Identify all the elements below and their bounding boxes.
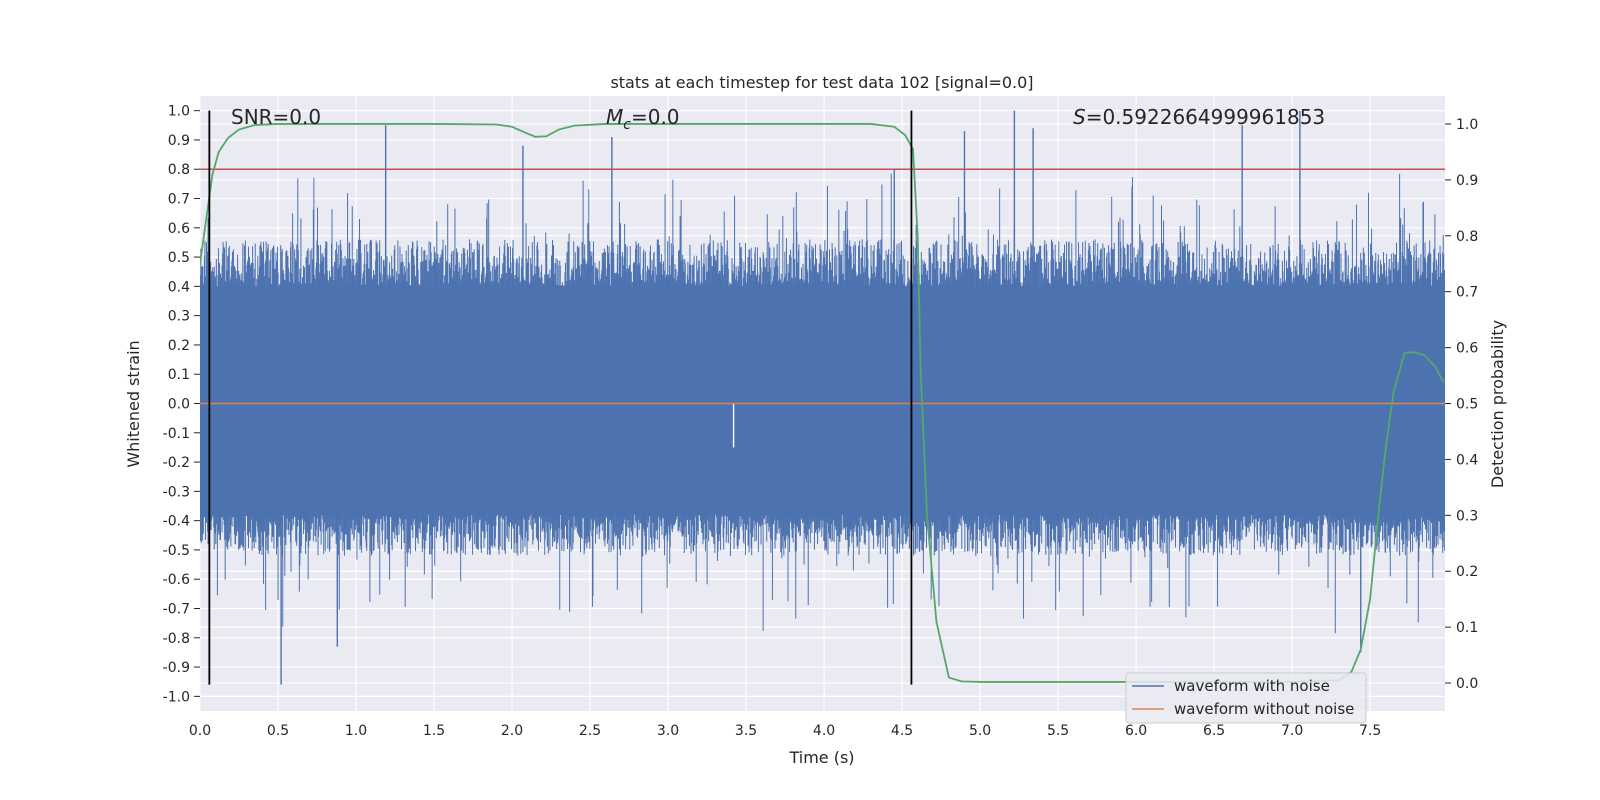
- y-tick-label: -0.3: [163, 484, 190, 500]
- legend-label-clean: waveform without noise: [1174, 700, 1354, 718]
- x-tick-label: 6.5: [1203, 723, 1225, 739]
- y-axis-label: Whitened strain: [124, 340, 143, 467]
- y-tick-label-right: 0.8: [1456, 229, 1478, 245]
- x-tick-label: 0.0: [189, 723, 211, 739]
- y-tick-label: -0.2: [163, 455, 190, 471]
- x-tick-label: 3.5: [735, 723, 757, 739]
- y-tick-label: -1.0: [163, 689, 190, 705]
- chirp-mass-annotation: Mc=0.0: [606, 105, 680, 133]
- snr-annotation: SNR=0.0: [231, 105, 321, 129]
- y-tick-label-right: 0.5: [1456, 397, 1478, 413]
- noisy-waveform-core: [200, 301, 1445, 501]
- x-tick-label: 4.5: [891, 723, 913, 739]
- y-tick-label-right: 0.2: [1456, 564, 1478, 580]
- y-tick-label: -0.7: [163, 602, 190, 618]
- x-tick-label: 3.0: [657, 723, 679, 739]
- chart-title: stats at each timestep for test data 102…: [610, 73, 1033, 92]
- score-annotation: S=0.5922664999961853: [1073, 105, 1325, 129]
- x-tick-label: 7.0: [1281, 723, 1303, 739]
- legend-box: [1125, 672, 1367, 724]
- y-tick-label: 0.8: [168, 162, 190, 178]
- x-tick-label: 2.0: [501, 723, 523, 739]
- y-tick-label: 0.0: [168, 397, 190, 413]
- y-tick-label: 0.9: [168, 133, 190, 149]
- chirp-mass-subscript: c: [623, 117, 631, 133]
- y-tick-label-right: 0.1: [1456, 620, 1478, 636]
- y-tick-label-right: 0.3: [1456, 508, 1478, 524]
- score-value: =0.5922664999961853: [1086, 105, 1325, 129]
- y-tick-label: -0.1: [163, 426, 190, 442]
- y-tick-label: 0.3: [168, 309, 190, 325]
- x-axis-label: Time (s): [788, 748, 854, 767]
- vertical-markers: [208, 110, 913, 685]
- x-tick-label: 0.5: [267, 723, 289, 739]
- y-tick-label: 0.5: [168, 250, 190, 266]
- y-tick-label: 0.7: [168, 192, 190, 208]
- x-tick-label: 1.5: [423, 723, 445, 739]
- y-tick-label-right: 1.0: [1456, 117, 1478, 133]
- y-tick-label: 0.6: [168, 221, 190, 237]
- y-tick-label: 1.0: [168, 104, 190, 120]
- y-tick-label-right: 0.4: [1456, 452, 1478, 468]
- y-ticks-right: 1.0 0.9 0.8 0.7 0.6 0.5 0.4 0.3 0.2 0.1 0.0: [1445, 117, 1478, 692]
- score-symbol: S: [1073, 105, 1086, 129]
- noisy-waveform-series: [200, 110, 1445, 685]
- x-tick-label: 6.0: [1125, 723, 1147, 739]
- y-tick-label-right: 0.9: [1456, 173, 1478, 189]
- y-ticks-left: 1.0 0.9 0.8 0.7 0.6 0.5 0.4 0.3 0.2 0.1 0.0 -0.1 -0.…: [163, 104, 200, 705]
- x-tick-label: 2.5: [579, 723, 601, 739]
- y-tick-label-right: 0.6: [1456, 341, 1478, 357]
- y-tick-label-right: 0.0: [1456, 676, 1478, 692]
- y-tick-label-right: 0.7: [1456, 285, 1478, 301]
- x-ticks: 0.0 0.5 1.0 1.5 2.0 2.5 3.0 3.5 4.0 4.5 5.0 5.5 6.0 6…: [189, 723, 1381, 739]
- chirp-mass-value: =0.0: [631, 105, 680, 129]
- x-tick-label: 4.0: [813, 723, 835, 739]
- y-tick-label: 0.4: [168, 279, 190, 295]
- y-tick-label: 0.2: [168, 338, 190, 354]
- x-tick-label: 7.5: [1359, 723, 1381, 739]
- y-axis-label-right: Detection probability: [1488, 320, 1507, 488]
- y-tick-label: -0.4: [163, 514, 190, 530]
- x-tick-label: 1.0: [345, 723, 367, 739]
- x-tick-label: 5.0: [969, 723, 991, 739]
- x-tick-label: 5.5: [1047, 723, 1069, 739]
- legend: waveform with noise waveform without noi…: [1125, 672, 1367, 724]
- detection-probability-line: [200, 123, 1445, 683]
- y-tick-label: -0.8: [163, 631, 190, 647]
- y-tick-label: -0.5: [163, 543, 190, 559]
- legend-label-noisy: waveform with noise: [1174, 677, 1330, 695]
- y-tick-label: -0.9: [163, 660, 190, 676]
- chirp-mass-symbol: M: [606, 105, 623, 129]
- y-tick-label: -0.6: [163, 572, 190, 588]
- y-tick-label: 0.1: [168, 367, 190, 383]
